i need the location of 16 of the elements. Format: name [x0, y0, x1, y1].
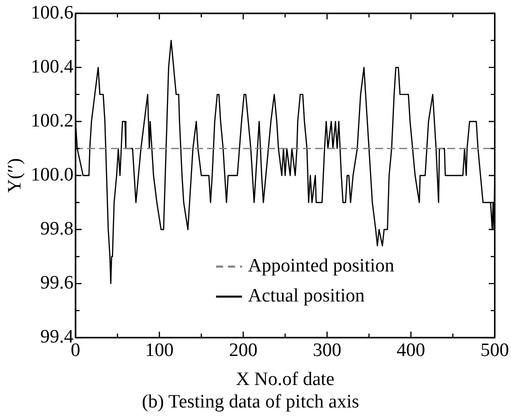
- y-tick-label: 99.8: [40, 218, 74, 240]
- y-tick-label: 100.0: [30, 164, 74, 186]
- y-axis-title: Y(′′): [4, 158, 26, 193]
- x-axis-title: X No.of date: [236, 368, 334, 390]
- y-tick-label: 100.4: [30, 56, 74, 78]
- y-tick-label: 100.2: [30, 110, 74, 132]
- x-tick-label: 300: [312, 340, 342, 361]
- x-tick-label: 400: [396, 340, 426, 361]
- legend-label: Actual position: [248, 286, 366, 307]
- x-tick-label: 100: [145, 340, 174, 361]
- y-tick-label: 100.6: [30, 2, 74, 24]
- y-tick-label: 99.6: [40, 272, 74, 294]
- x-tick-label: 200: [228, 340, 258, 361]
- text: (b) Testing data of pitch axis: [142, 392, 360, 413]
- legend-label: Appointed position: [248, 256, 395, 277]
- x-tick-label: 500: [480, 340, 509, 361]
